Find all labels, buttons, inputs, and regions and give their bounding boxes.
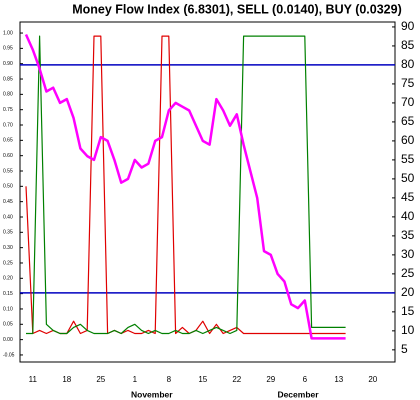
y-tick-label: 0.55: [3, 168, 13, 174]
x-tick-label: 1: [133, 375, 138, 384]
y-tick-label: 0.40: [3, 214, 13, 220]
y2-tick-label: 65: [401, 114, 415, 128]
x-tick-label: 25: [96, 375, 105, 384]
y-tick-label: 0.20: [3, 276, 13, 282]
y-tick-label: 0.00: [3, 337, 13, 343]
month-label: November: [131, 389, 173, 399]
y-tick-label: -0.05: [3, 352, 15, 358]
y-tick-label: 0.30: [3, 245, 13, 251]
y2-tick-label: 50: [401, 171, 415, 185]
x-tick-label: 15: [198, 375, 207, 384]
y-tick-label: 0.70: [3, 122, 13, 128]
y-tick-label: 0.35: [3, 230, 13, 236]
y2-tick-label: 30: [401, 247, 415, 261]
y2-tick-label: 15: [401, 304, 415, 318]
y2-tick-label: 40: [401, 209, 415, 223]
y-tick-label: 0.95: [3, 46, 13, 52]
x-tick-label: 29: [266, 375, 275, 384]
y-tick-label: 0.15: [3, 291, 13, 297]
y-tick-label: 0.65: [3, 138, 13, 144]
plot-frame: [19, 21, 396, 363]
x-tick-label: 8: [167, 375, 172, 384]
y2-tick-label: 20: [401, 285, 415, 299]
y2-tick-label: 55: [401, 152, 415, 166]
y-tick-label: 0.45: [3, 199, 13, 205]
y-tick-label: 0.85: [3, 76, 13, 82]
x-tick-label: 22: [232, 375, 241, 384]
x-tick-label: 13: [334, 375, 343, 384]
y-tick-label: 0.10: [3, 306, 13, 312]
x-tick-label: 18: [62, 375, 71, 384]
y2-tick-label: 70: [401, 95, 415, 109]
y-tick-label: 0.50: [3, 184, 13, 190]
x-tick-label: 20: [368, 375, 377, 384]
x-tick-label: 6: [303, 375, 308, 384]
y2-tick-label: 80: [401, 57, 415, 71]
y2-tick-label: 45: [401, 190, 415, 204]
series-line: [25, 35, 346, 335]
y2-tick-label: 75: [401, 76, 415, 90]
chart-title: Money Flow Index (6.8301), SELL (0.0140)…: [72, 2, 402, 16]
series-line: [26, 35, 346, 335]
x-tick-label: 11: [29, 375, 38, 384]
y2-tick-label: 5: [401, 342, 408, 356]
month-label: December: [277, 389, 319, 399]
series-line: [24, 33, 346, 340]
y2-tick-label: 25: [401, 266, 415, 280]
y-tick-label: 0.90: [3, 61, 13, 67]
y2-tick-label: 10: [401, 323, 415, 337]
y-tick-label: 0.05: [3, 322, 13, 328]
y2-tick-label: 90: [401, 19, 415, 33]
y-tick-label: 1.00: [3, 30, 13, 36]
y-tick-label: 0.80: [3, 92, 13, 98]
y2-tick-label: 60: [401, 133, 415, 147]
y-tick-label: 0.75: [3, 107, 13, 113]
y2-tick-label: 85: [401, 38, 415, 52]
y-tick-label: 0.60: [3, 153, 13, 159]
y-tick-label: 0.25: [3, 260, 13, 266]
y2-tick-label: 35: [401, 228, 415, 242]
